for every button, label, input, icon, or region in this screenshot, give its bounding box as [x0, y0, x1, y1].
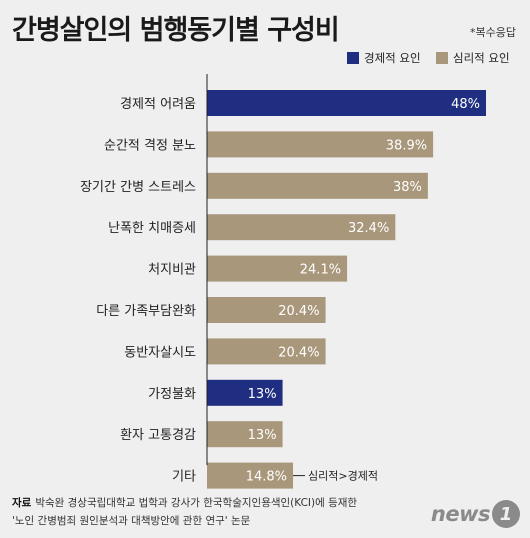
legend-item-psychological: 심리적 요인: [436, 50, 510, 66]
category-label-7: 동반자살시도: [124, 345, 196, 360]
category-label-9: 환자 고통경감: [120, 428, 196, 443]
value-label-8: 13%: [248, 387, 277, 402]
value-label-1: 48%: [451, 97, 480, 112]
source-label: 자료: [12, 497, 32, 509]
value-label-4: 32.4%: [348, 221, 389, 236]
bar-6: [207, 297, 326, 323]
category-label-6: 다른 가족부담완화: [96, 304, 196, 319]
category-label-3: 장기간 간병 스트레스: [80, 180, 196, 195]
legend-label-economic: 경제적 요인: [364, 51, 421, 65]
category-label-8: 가정불화: [148, 387, 196, 402]
value-label-2: 38.9%: [386, 138, 427, 153]
chart-title: 간병살인의 범행동기별 구성비: [12, 15, 340, 46]
bar-3: [207, 172, 428, 199]
value-label-9: 13%: [248, 428, 277, 443]
multiple-response-note: *복수응답: [470, 26, 516, 39]
source-footer: 자료 박숙완 경상국립대학교 법학과 강사가 한국학술지인용색인(KCI)에 등재…: [12, 494, 357, 530]
bar-1: [207, 90, 486, 116]
bar-9: [207, 421, 283, 448]
category-label-2: 순간적 격정 분노: [104, 138, 196, 153]
value-label-3: 38%: [393, 180, 422, 195]
bar-4: [207, 214, 396, 241]
value-label-6: 20.4%: [278, 304, 319, 319]
legend-swatch-psychological: [436, 52, 448, 64]
category-label-4: 난폭한 치매증세: [108, 221, 196, 236]
category-label-10: 기타: [172, 470, 196, 485]
annotation-text: 심리적>경제적: [308, 470, 378, 483]
value-label-5: 24.1%: [300, 263, 341, 278]
value-label-10: 14.8%: [246, 470, 287, 485]
category-label-5: 처지비관: [148, 263, 196, 278]
legend-swatch-economic: [347, 52, 359, 64]
bar-5: [207, 255, 348, 282]
legend-item-economic: 경제적 요인: [347, 50, 421, 66]
value-label-7: 20.4%: [278, 345, 319, 360]
logo-word: news: [430, 502, 491, 526]
category-label-1: 경제적 어려움: [120, 97, 196, 112]
bar-10: [207, 462, 294, 489]
legend-label-psychological: 심리적 요인: [453, 51, 510, 65]
source-line-2: '노인 간병범죄 원인분석과 대책방안에 관한 연구' 논문: [12, 515, 251, 527]
logo-mark: 1: [492, 500, 520, 528]
bar-7: [207, 338, 326, 365]
bar-8: [207, 379, 283, 406]
news1-logo: news 1: [431, 500, 520, 528]
bar-2: [207, 131, 434, 158]
source-line-1: 박숙완 경상국립대학교 법학과 강사가 한국학술지인용색인(KCI)에 등재한: [35, 497, 358, 509]
